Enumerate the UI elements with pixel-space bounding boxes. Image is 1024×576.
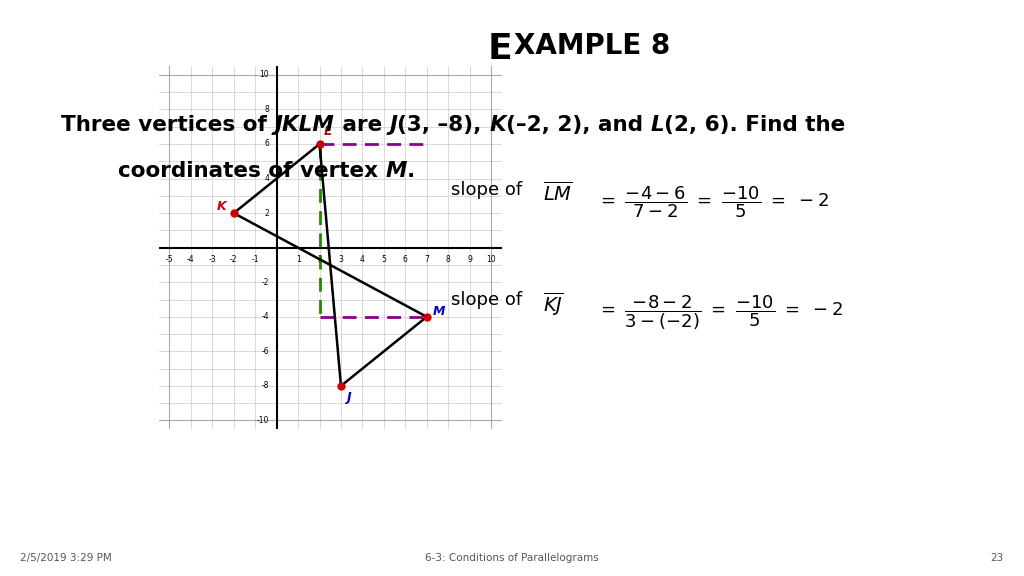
Text: E: E [487,32,512,66]
Text: $=\ \dfrac{-8-2}{3-(-2)}\ =\ \dfrac{-10}{5}\ =\ -2$: $=\ \dfrac{-8-2}{3-(-2)}\ =\ \dfrac{-10}… [597,294,843,332]
Text: -4: -4 [187,256,195,264]
Text: M: M [578,492,596,511]
Text: 4: 4 [360,256,365,264]
Text: coordinates of vertex: coordinates of vertex [118,161,385,181]
Text: 10: 10 [259,70,269,79]
Text: XAMPLE 8: XAMPLE 8 [514,32,671,60]
Text: 1: 1 [296,256,300,264]
Text: L: L [650,115,665,135]
Text: M: M [433,305,445,318]
Text: .: . [407,161,415,181]
Text: $\mathit{\overline{KJ}}$: $\mathit{\overline{KJ}}$ [543,291,563,319]
Text: Three vertices of: Three vertices of [61,115,274,135]
Text: The coordinates of vertex: The coordinates of vertex [299,492,578,511]
Text: 8: 8 [445,256,451,264]
Text: -1: -1 [252,256,259,264]
Text: 9: 9 [467,256,472,264]
Text: 6-3: Conditions of Parallelograms: 6-3: Conditions of Parallelograms [425,554,599,563]
Text: 23: 23 [990,554,1004,563]
Text: -3: -3 [209,256,216,264]
Text: slope of: slope of [451,181,527,199]
Text: slope of: slope of [451,291,527,309]
Text: 2: 2 [264,209,269,218]
Text: 10: 10 [486,256,496,264]
Text: are (7, –4).: are (7, –4). [596,492,717,511]
Text: 7: 7 [424,256,429,264]
Text: -5: -5 [166,256,173,264]
Text: (3, –8),: (3, –8), [397,115,489,135]
Text: $=\ \dfrac{-4-6}{7-2}\ =\ \dfrac{-10}{5}\ =\ -2$: $=\ \dfrac{-4-6}{7-2}\ =\ \dfrac{-10}{5}… [597,184,829,220]
Text: $\mathit{\overline{LM}}$: $\mathit{\overline{LM}}$ [543,181,572,205]
Text: L: L [324,126,332,138]
Text: -2: -2 [230,256,238,264]
Text: 2/5/2019 3:29 PM: 2/5/2019 3:29 PM [20,554,113,563]
Text: J: J [346,392,351,404]
Text: K: K [217,200,226,213]
Text: JKLM: JKLM [274,115,335,135]
Text: -10: -10 [257,416,269,425]
Text: J: J [389,115,397,135]
Text: -8: -8 [262,381,269,391]
Text: 8: 8 [264,105,269,114]
Text: (–2, 2), and: (–2, 2), and [506,115,650,135]
Text: 2: 2 [317,256,322,264]
Text: M: M [385,161,407,181]
Text: 3: 3 [339,256,343,264]
Text: -4: -4 [261,312,269,321]
Text: 5: 5 [381,256,386,264]
Text: are: are [335,115,389,135]
Text: 6: 6 [264,139,269,149]
Text: -2: -2 [262,278,269,287]
Text: -6: -6 [261,347,269,356]
Text: (2, 6). Find the: (2, 6). Find the [665,115,846,135]
Text: 6: 6 [402,256,408,264]
Text: K: K [489,115,506,135]
Text: 4: 4 [264,174,269,183]
